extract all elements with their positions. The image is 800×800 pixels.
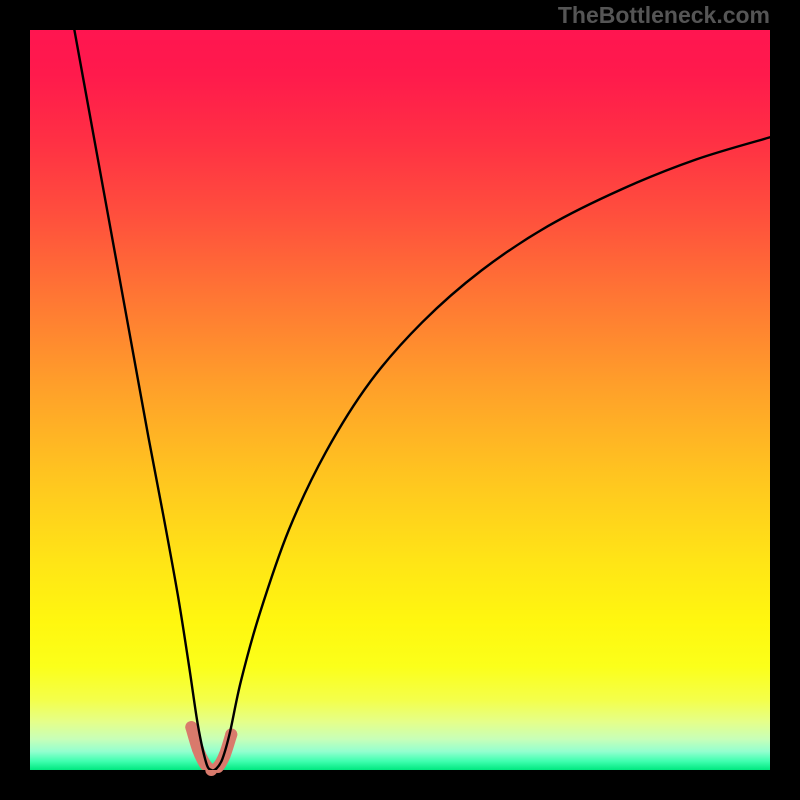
chart-svg-layer (0, 0, 800, 800)
chart-container: TheBottleneck.com (0, 0, 800, 800)
marker-dot (185, 721, 197, 733)
watermark-text: TheBottleneck.com (558, 2, 770, 29)
bottleneck-curve (74, 30, 770, 770)
